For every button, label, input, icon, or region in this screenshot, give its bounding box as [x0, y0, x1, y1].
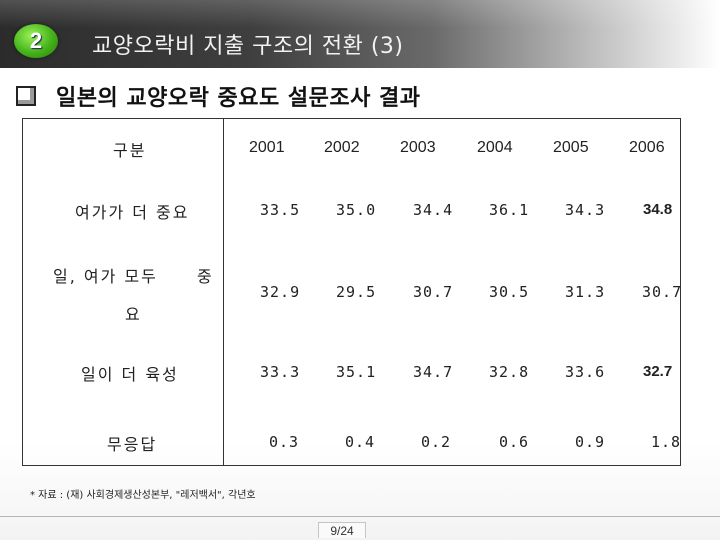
table-divider [223, 119, 224, 465]
year-header: 2004 [477, 139, 513, 156]
table-cell: 32.9 [260, 283, 301, 301]
footer-divider [0, 516, 720, 517]
page-number: 9/24 [318, 522, 366, 538]
table-cell: 33.5 [260, 201, 301, 219]
table-cell: 35.1 [336, 363, 377, 381]
source-note: * 자료 : (재) 사회경제생산성본부, "레저백서", 각년호 [30, 490, 256, 501]
table-cell: 34.7 [413, 363, 454, 381]
row-label: 무응답 [107, 435, 158, 454]
table-cell: 34.4 [413, 201, 454, 219]
table-cell: 0.2 [421, 433, 452, 451]
table-cell-highlight: 32.7 [643, 363, 673, 380]
table-cell: 0.4 [345, 433, 376, 451]
row-label-part: 요 [125, 305, 142, 324]
table-cell: 30.7 [413, 283, 454, 301]
row-label: 일, 여가 모두 [53, 267, 158, 286]
table-corner-label: 구분 [113, 141, 147, 160]
table-cell: 1.8 [651, 433, 682, 451]
table-cell: 36.1 [489, 201, 530, 219]
subtitle: 일본의 교양오락 중요도 설문조사 결과 [56, 86, 421, 111]
row-label: 일이 더 육성 [81, 365, 179, 384]
table-cell: 0.6 [499, 433, 530, 451]
table-cell: 30.7 [642, 283, 683, 301]
checkbox-bullet-icon [16, 86, 36, 106]
table-cell: 35.0 [336, 201, 377, 219]
table-cell: 32.8 [489, 363, 530, 381]
header-band: 2 교양오락비 지출 구조의 전환 (3) [0, 0, 720, 68]
table-cell: 0.3 [269, 433, 300, 451]
table-cell: 33.6 [565, 363, 606, 381]
year-header: 2006 [629, 139, 665, 156]
table-cell: 33.3 [260, 363, 301, 381]
table-cell: 34.3 [565, 201, 606, 219]
table-cell: 30.5 [489, 283, 530, 301]
survey-table: 구분 2001 2002 2003 2004 2005 2006 여가가 더 중… [22, 118, 681, 466]
table-cell-highlight: 34.8 [643, 201, 673, 218]
table-cell: 31.3 [565, 283, 606, 301]
year-header: 2001 [249, 139, 285, 156]
row-label-part: 중 [197, 267, 214, 286]
header-shine [0, 0, 720, 28]
year-header: 2005 [553, 139, 589, 156]
row-label: 여가가 더 중요 [75, 203, 190, 222]
section-number-badge: 2 [14, 24, 58, 58]
table-cell: 29.5 [336, 283, 377, 301]
slide-title: 교양오락비 지출 구조의 전환 (3) [92, 34, 404, 59]
year-header: 2003 [400, 139, 436, 156]
table-cell: 0.9 [575, 433, 606, 451]
section-number: 2 [29, 28, 43, 53]
year-header: 2002 [324, 139, 360, 156]
